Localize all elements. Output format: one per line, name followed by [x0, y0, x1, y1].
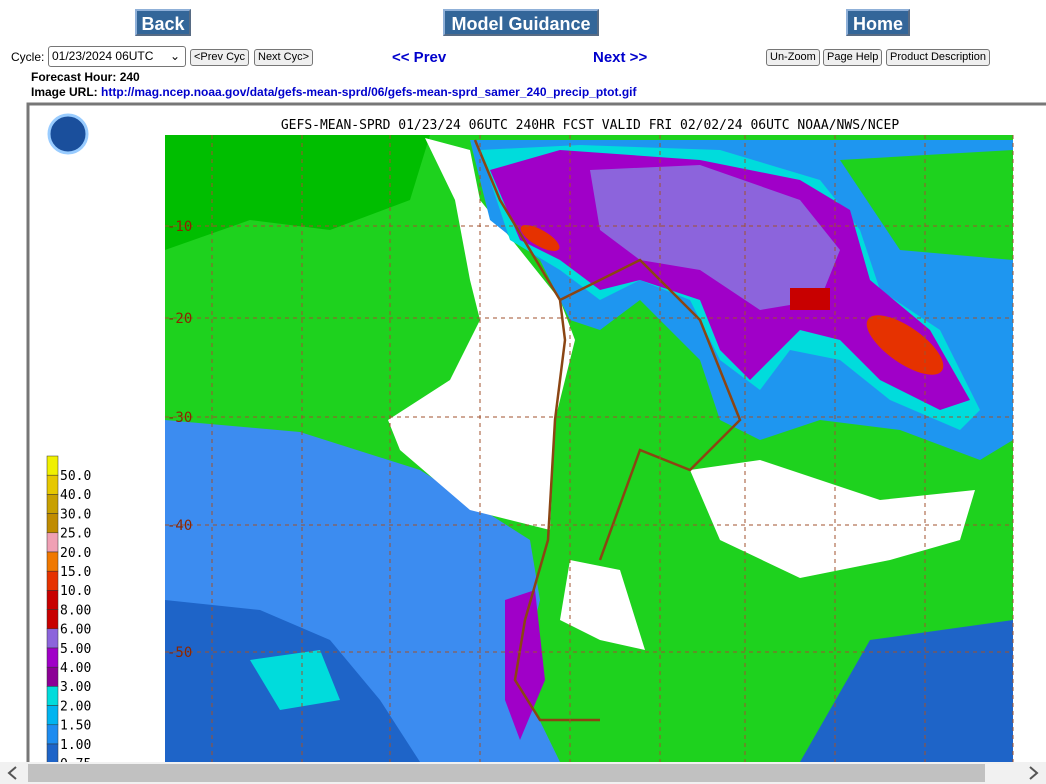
legend-label: 3.00: [60, 680, 91, 695]
map-grid: [165, 135, 1014, 762]
map-region: [840, 150, 1013, 260]
legend-swatch: [46, 532, 59, 553]
model-guidance-button[interactable]: Model Guidance: [443, 9, 599, 36]
legend-label: 8.00: [60, 603, 91, 618]
legend-label: 5.00: [60, 642, 91, 657]
map-region: [250, 650, 340, 710]
scroll-arrow[interactable]: [7, 766, 1039, 780]
map-region: [866, 315, 944, 375]
cycle-select[interactable]: 01/23/2024 06UTC ⌄: [48, 46, 186, 67]
legend-swatch: [46, 647, 59, 668]
legend-swatch: [46, 590, 59, 610]
next-cycle-button[interactable]: Next Cyc>: [254, 49, 314, 66]
legend-swatch: [46, 724, 59, 745]
legend-swatch: [46, 494, 59, 514]
legend-swatch: [46, 455, 59, 476]
legend-label: 6.00: [60, 623, 91, 638]
legend-label: 20.0: [60, 546, 91, 561]
latitude-label: -40: [167, 518, 192, 534]
latitude-label: -20: [167, 311, 192, 327]
back-button[interactable]: Back: [135, 9, 191, 36]
scrollbar-thumb[interactable]: [28, 764, 985, 782]
image-url-link[interactable]: http://mag.ncep.noaa.gov/data/gefs-mean-…: [101, 85, 637, 99]
prev-cycle-button[interactable]: <Prev Cyc: [190, 49, 250, 66]
unzoom-button[interactable]: Un-Zoom: [766, 49, 820, 66]
legend-label: 40.0: [60, 488, 91, 503]
legend-swatch: [46, 686, 59, 706]
legend-label: 1.50: [60, 719, 91, 734]
page-help-button[interactable]: Page Help: [823, 49, 883, 66]
legend-label: 30.0: [60, 507, 91, 522]
cycle-value: 01/23/2024 06UTC: [52, 49, 154, 63]
legend-label: 10.0: [60, 584, 91, 599]
coastline: [473, 139, 742, 722]
map-region: [800, 620, 1013, 762]
forecast-hour-label: Forecast Hour:: [31, 70, 117, 84]
legend-label: 50.0: [60, 469, 91, 484]
legend-swatch: [46, 570, 59, 591]
legend-swatch: [46, 513, 59, 534]
legend-swatch: [46, 609, 59, 630]
dropdown-arrow: ⌄: [169, 49, 180, 63]
legend-label: 2.00: [60, 699, 91, 714]
latitude-label: -10: [167, 219, 192, 235]
map-title: GEFS-MEAN-SPRD 01/23/24 06UTC 240HR FCST…: [281, 118, 899, 133]
map-region: [165, 135, 430, 250]
latitude-labels: -10 -20 -30 -40 -50: [167, 219, 192, 661]
home-button[interactable]: Home: [846, 9, 910, 36]
legend-label: 1.00: [60, 738, 91, 753]
legend-swatch: [46, 474, 59, 495]
legend-swatch: [46, 705, 59, 726]
next-link[interactable]: Next >>: [593, 49, 648, 66]
cycle-label: Cycle:: [11, 50, 45, 64]
forecast-hour-value: 240: [119, 70, 140, 84]
map-region: [790, 288, 830, 310]
forecast-hour: Forecast Hour: 240: [31, 70, 140, 84]
legend-swatch: [46, 743, 59, 764]
map-region: [505, 590, 545, 740]
legend-label: 4.00: [60, 661, 91, 676]
legend-swatch: [46, 666, 59, 687]
image-url-label: Image URL:: [31, 85, 98, 99]
map-region: [520, 225, 560, 251]
map-region: [690, 460, 975, 578]
map-region: [388, 138, 575, 530]
legend-label: 15.0: [60, 565, 91, 580]
image-url: Image URL: http://mag.ncep.noaa.gov/data…: [31, 85, 637, 99]
legend-label: 25.0: [60, 527, 91, 542]
noaa-logo: [47, 113, 89, 155]
legend-swatch: [46, 551, 59, 572]
prev-link[interactable]: << Prev: [392, 49, 447, 66]
legend: 50.0 40.0 30.0 25.0 20.0 15.0 10.0 8.00 6.00 5.00…: [46, 455, 91, 772]
map-region: [590, 165, 840, 310]
latitude-label: -50: [167, 645, 192, 661]
latitude-label: -30: [167, 410, 192, 426]
map-region: [560, 560, 645, 650]
legend-swatch: [46, 628, 59, 649]
product-description-button[interactable]: Product Description: [886, 49, 990, 66]
